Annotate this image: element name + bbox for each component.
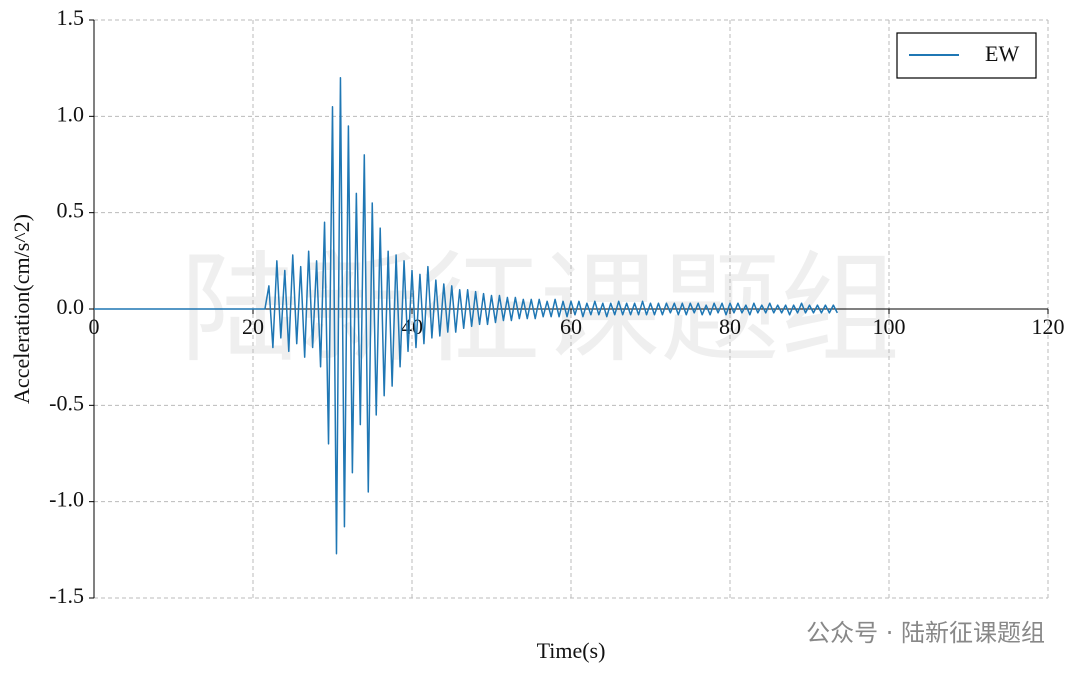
x-tick-label: 100 bbox=[873, 314, 906, 339]
x-axis-label: Time(s) bbox=[537, 638, 606, 663]
y-tick-label: 0.5 bbox=[57, 198, 85, 223]
data-line bbox=[94, 77, 838, 555]
y-axis-label: Acceleration(cm/s^2) bbox=[9, 214, 34, 404]
x-tick-label: 80 bbox=[719, 314, 741, 339]
x-tick-label: 60 bbox=[560, 314, 582, 339]
x-tick-label: 120 bbox=[1032, 314, 1065, 339]
legend-label: EW bbox=[985, 41, 1019, 66]
y-tick-label: -1.5 bbox=[49, 583, 84, 608]
source-note: 公众号 · 陆新征课题组 bbox=[806, 619, 1045, 647]
y-tick-label: 1.5 bbox=[57, 5, 85, 30]
y-tick-label: 1.0 bbox=[57, 101, 85, 126]
x-tick-label: 40 bbox=[401, 314, 423, 339]
x-tick-label: 20 bbox=[242, 314, 264, 339]
y-tick-label: 0.0 bbox=[57, 294, 85, 319]
y-tick-label: -0.5 bbox=[49, 390, 84, 415]
y-tick-label: -1.0 bbox=[49, 487, 84, 512]
